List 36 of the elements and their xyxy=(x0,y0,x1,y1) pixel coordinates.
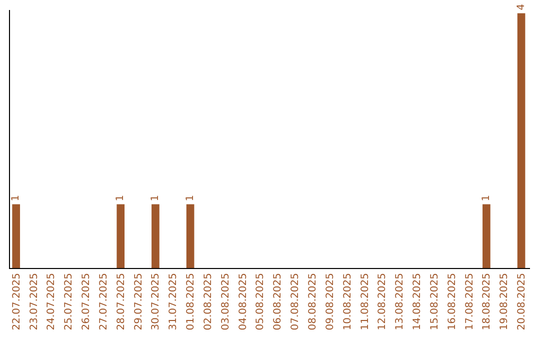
x-tick-label: 14.08.2025 xyxy=(412,273,424,330)
data-label: 4 xyxy=(516,4,527,10)
x-tick-label: 28.07.2025 xyxy=(116,273,127,330)
x-tick-label: 12.08.2025 xyxy=(377,273,388,330)
x-tick-label: 19.08.2025 xyxy=(499,273,510,330)
x-tick-label: 04.08.2025 xyxy=(238,273,249,330)
x-tick-label: 05.08.2025 xyxy=(255,273,266,330)
x-tick-label: 10.08.2025 xyxy=(342,273,354,330)
x-tick-label: 22.07.2025 xyxy=(11,273,22,330)
x-tick-label: 16.08.2025 xyxy=(446,273,458,330)
data-label: 1 xyxy=(115,194,126,202)
x-tick-label: 17.08.2025 xyxy=(464,273,476,330)
x-tick-label: 27.07.2025 xyxy=(98,273,110,330)
x-tick-label: 07.08.2025 xyxy=(290,273,302,330)
x-tick-label: 23.07.2025 xyxy=(28,273,40,330)
x-tick-label: 31.07.2025 xyxy=(168,273,180,330)
x-tick-label: 11.08.2025 xyxy=(360,273,371,330)
x-tick-label: 26.07.2025 xyxy=(81,273,92,330)
x-tick-label: 24.07.2025 xyxy=(46,273,58,330)
x-tick-label: 29.07.2025 xyxy=(133,273,144,330)
data-label: 1 xyxy=(10,194,22,202)
data-label: 1 xyxy=(184,194,196,202)
x-tick-label: 15.08.2025 xyxy=(429,273,440,330)
x-tick-label: 08.08.2025 xyxy=(307,273,318,330)
x-tick-label: 06.08.2025 xyxy=(272,273,284,330)
data-label: 1 xyxy=(480,194,492,202)
x-tick-label: 09.08.2025 xyxy=(324,273,336,330)
x-tick-label: 18.08.2025 xyxy=(482,273,493,330)
x-tick-label: 25.07.2025 xyxy=(64,273,75,330)
data-label: 1 xyxy=(150,194,161,202)
x-tick-label: 03.08.2025 xyxy=(220,273,232,330)
x-tick-label: 13.08.2025 xyxy=(394,273,406,330)
x-tick-label: 01.08.2025 xyxy=(186,273,197,330)
x-tick-label: 30.07.2025 xyxy=(150,273,162,330)
x-tick-label: 02.08.2025 xyxy=(202,273,214,330)
x-tick-label: 20.08.2025 xyxy=(516,273,528,330)
